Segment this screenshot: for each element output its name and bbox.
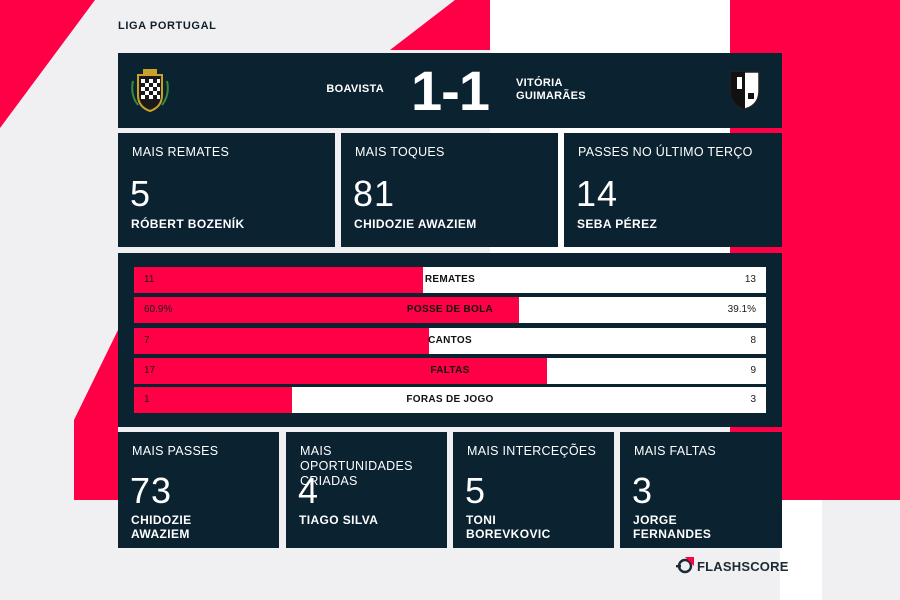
comparison-row: 60.9% POSSE DE BOLA 39.1% (134, 297, 766, 323)
home-stat-value: 1 (144, 394, 150, 405)
brand: FLASHSCORE (676, 556, 789, 576)
flashscore-logo-icon (676, 557, 694, 574)
stat-card-most-interceptions: MAIS INTERCEÇÕES 5 TONI BOREVKOVIC (453, 432, 614, 548)
card-label-line2: CRIADAS (300, 474, 358, 488)
stat-label: POSSE DE BOLA (406, 304, 494, 315)
card-label: MAIS PASSES (132, 444, 271, 459)
away-stat-value: 13 (744, 274, 756, 285)
home-stat-value: 60.9% (144, 304, 173, 315)
card-label: PASSES NO ÚLTIMO TERÇO (578, 145, 753, 159)
card-player-line2: BOREVKOVIC (466, 527, 551, 541)
stat-label: CANTOS (428, 335, 472, 346)
card-player-line1: JORGE (633, 513, 678, 527)
match-score: 1-1 (411, 59, 490, 122)
card-player-line2: FERNANDES (633, 527, 712, 541)
away-stat-value: 39.1% (727, 304, 756, 315)
card-label: MAIS TOQUES (355, 145, 445, 159)
stat-card-most-shots: MAIS REMATES 5 RÓBERT BOZENÍK (118, 133, 335, 247)
away-team-name-line1: VITÓRIA (516, 77, 563, 89)
home-share-bar (134, 358, 548, 384)
card-player-line1: TIAGO SILVA (299, 513, 379, 527)
card-player: TIAGO SILVA (299, 513, 378, 527)
card-value: 3 (632, 470, 654, 511)
away-stat-value: 3 (750, 394, 756, 405)
stat-card-most-fouls: MAIS FALTAS 3 JORGE FERNANDES (620, 432, 782, 548)
stat-label: FALTAS (430, 365, 470, 376)
stat-label: FORAS DE JOGO (406, 394, 494, 405)
vitoria-guimaraes-crest-icon (730, 71, 760, 110)
home-share-bar (134, 267, 424, 293)
card-player: TONI BOREVKOVIC (466, 513, 551, 541)
comparison-row: 17 FALTAS 9 (134, 358, 766, 384)
home-share-bar (134, 297, 519, 323)
card-player: SEBA PÉREZ (577, 217, 658, 231)
score-header: BOAVISTA 1-1 VITÓRIA GUIMARÃES (118, 53, 782, 128)
card-label: MAIS FALTAS (634, 444, 774, 459)
away-stat-value: 8 (750, 335, 756, 346)
stats-comparison: 11 REMATES 13 60.9% POSSE DE BOLA 39.1% … (118, 253, 782, 427)
brand-name: FLASHSCORE (697, 558, 789, 574)
card-value: 73 (130, 470, 173, 511)
comparison-row: 7 CANTOS 8 (134, 328, 766, 354)
stat-card-most-touches: MAIS TOQUES 81 CHIDOZIE AWAZIEM (341, 133, 558, 247)
league-title: LIGA PORTUGAL (118, 20, 217, 32)
card-player-line1: CHIDOZIE (131, 513, 192, 527)
stat-card-final-third-passes: PASSES NO ÚLTIMO TERÇO 14 SEBA PÉREZ (564, 133, 782, 247)
home-stat-value: 7 (144, 335, 150, 346)
card-label-line1: MAIS FALTAS (634, 444, 717, 458)
stat-card-most-passes: MAIS PASSES 73 CHIDOZIE AWAZIEM (118, 432, 279, 548)
card-label: MAIS OPORTUNIDADES CRIADAS (300, 444, 439, 489)
card-label-line1: MAIS OPORTUNIDADES (300, 444, 413, 473)
card-label: MAIS REMATES (132, 145, 230, 159)
home-team-name: BOAVISTA (326, 83, 384, 95)
card-label-line1: MAIS INTERCEÇÕES (467, 444, 597, 458)
card-label: MAIS INTERCEÇÕES (467, 444, 606, 459)
card-player: RÓBERT BOZENÍK (131, 217, 245, 231)
card-player: CHIDOZIE AWAZIEM (131, 513, 192, 541)
card-value: 4 (298, 470, 320, 511)
home-stat-value: 17 (144, 365, 156, 376)
home-stat-value: 11 (144, 274, 155, 285)
card-value: 81 (353, 173, 396, 214)
comparison-row: 11 REMATES 13 (134, 267, 766, 293)
card-value: 14 (576, 173, 619, 214)
card-player: CHIDOZIE AWAZIEM (354, 217, 477, 231)
card-player-line2: AWAZIEM (131, 527, 190, 541)
away-stat-value: 9 (750, 365, 756, 376)
comparison-row: 1 FORAS DE JOGO 3 (134, 387, 766, 413)
boavista-crest-icon (131, 69, 169, 113)
stat-label: REMATES (424, 274, 476, 285)
card-label-line1: MAIS PASSES (132, 444, 219, 458)
home-share-bar (134, 328, 430, 354)
stat-card-most-chances: MAIS OPORTUNIDADES CRIADAS 4 TIAGO SILVA (286, 432, 447, 548)
away-team-name: VITÓRIA GUIMARÃES (516, 77, 586, 103)
card-player: JORGE FERNANDES (633, 513, 711, 541)
home-share-bar (134, 387, 292, 413)
card-value: 5 (465, 470, 487, 511)
away-team-name-line2: GUIMARÃES (516, 90, 586, 102)
card-player-line1: TONI (466, 513, 497, 527)
card-value: 5 (130, 173, 152, 214)
